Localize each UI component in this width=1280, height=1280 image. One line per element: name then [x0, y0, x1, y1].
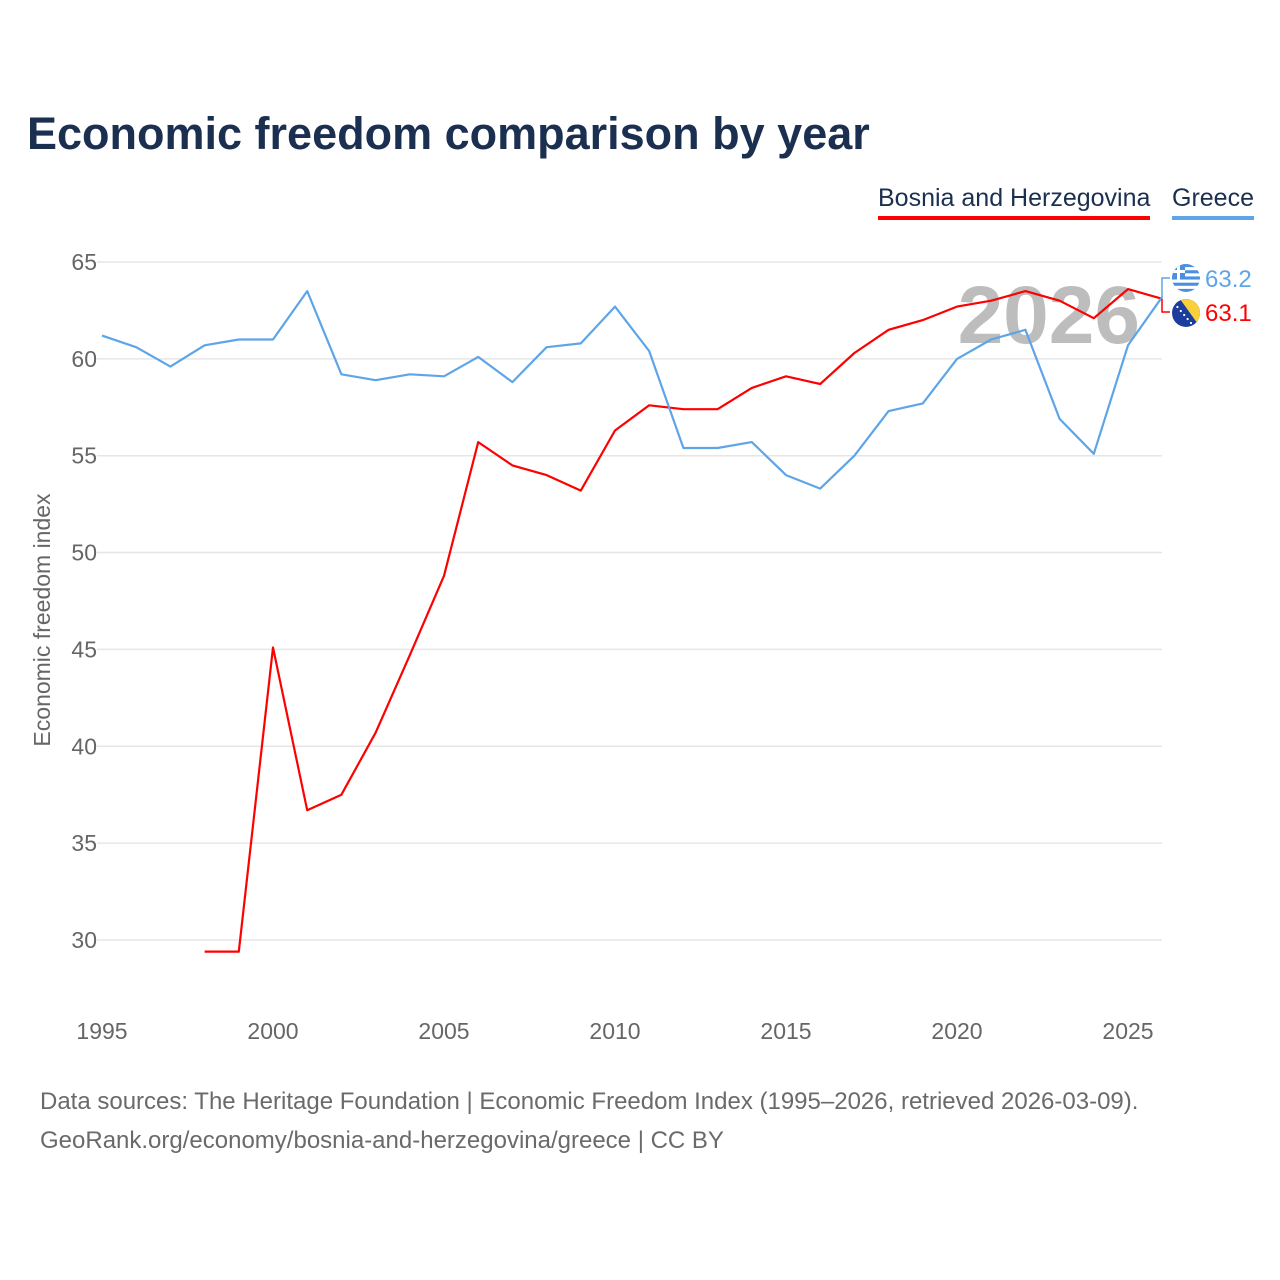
- x-tick-label: 1995: [76, 1018, 127, 1044]
- y-tick-label: 45: [71, 636, 97, 662]
- x-tick-label: 2005: [418, 1018, 469, 1044]
- greece-flag-icon: [1172, 264, 1200, 292]
- y-tick-label: 65: [71, 249, 97, 275]
- y-tick-label: 40: [71, 733, 97, 759]
- legend-greece[interactable]: Greece: [1172, 184, 1254, 220]
- x-tick-label: 2025: [1102, 1018, 1153, 1044]
- x-tick-label: 2020: [931, 1018, 982, 1044]
- footer-sources: Data sources: The Heritage Foundation | …: [40, 1088, 1139, 1115]
- y-tick-label: 55: [71, 443, 97, 469]
- y-tick-label: 50: [71, 540, 97, 566]
- y-tick-label: 60: [71, 346, 97, 372]
- x-tick-label: 2000: [247, 1018, 298, 1044]
- chart-title: Economic freedom comparison by year: [27, 108, 870, 159]
- y-tick-label: 30: [71, 927, 97, 953]
- series-line-bosnia: [204, 288, 1163, 953]
- series-line-greece: [101, 290, 1164, 490]
- end-label-connector: [1161, 277, 1170, 297]
- end-label-value: 63.2: [1205, 266, 1252, 293]
- end-label-connector: [1161, 298, 1170, 313]
- footer-url[interactable]: GeoRank.org/economy/bosnia-and-herzegovi…: [40, 1127, 724, 1154]
- x-tick-label: 2015: [760, 1018, 811, 1044]
- y-axis-label: Economic freedom index: [29, 493, 55, 747]
- legend-bosnia[interactable]: Bosnia and Herzegovina: [878, 184, 1151, 220]
- bosnia-flag-icon: [1172, 299, 1200, 327]
- y-tick-label: 35: [71, 830, 97, 856]
- year-watermark: 2026: [958, 270, 1140, 361]
- end-label-value: 63.1: [1205, 300, 1252, 327]
- x-tick-label: 2010: [589, 1018, 640, 1044]
